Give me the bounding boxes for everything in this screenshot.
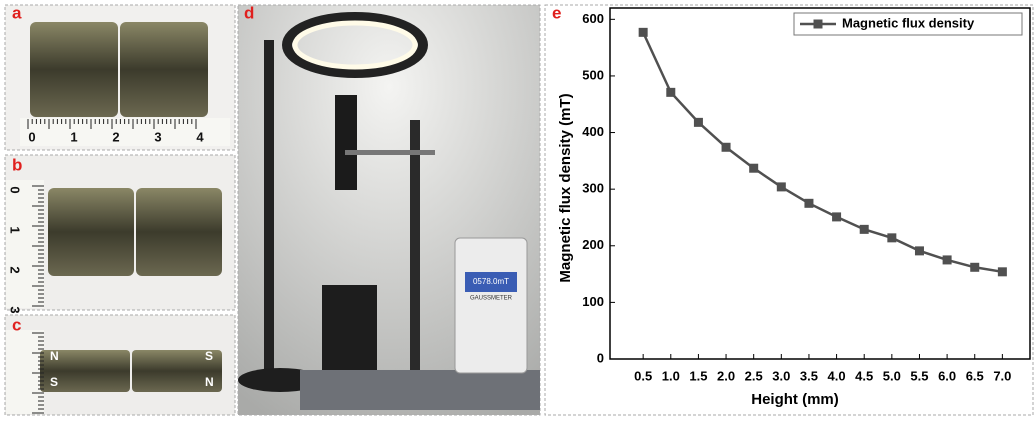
y-tick-label: 600: [582, 11, 604, 26]
x-tick-label: 1.0: [662, 368, 680, 383]
marker: [721, 142, 731, 152]
panel-label: a: [12, 3, 22, 22]
marker: [997, 267, 1007, 277]
y-tick-label: 0: [597, 350, 604, 365]
ruler-number: 1: [8, 226, 23, 233]
pole-label: N: [50, 349, 59, 363]
y-tick-label: 500: [582, 67, 604, 82]
x-tick-label: 2.0: [717, 368, 735, 383]
x-tick-label: 2.5: [745, 368, 763, 383]
marker: [776, 182, 786, 192]
legend-marker: [813, 19, 823, 29]
y-tick-label: 400: [582, 124, 604, 139]
marker: [832, 212, 842, 222]
x-axis-title: Height (mm): [751, 391, 839, 408]
marker: [666, 87, 676, 97]
y-axis-title: Magnetic flux density (mT): [557, 93, 574, 282]
legend-label: Magnetic flux density: [842, 15, 975, 30]
pole-label: S: [205, 349, 213, 363]
x-tick-label: 4.5: [855, 368, 873, 383]
marker: [970, 262, 980, 272]
panel-d: 0578.0mT GAUSSMETER d: [237, 3, 541, 416]
x-tick-label: 4.0: [828, 368, 846, 383]
x-tick-label: 6.5: [966, 368, 984, 383]
x-tick-label: 6.0: [938, 368, 956, 383]
marker: [859, 224, 869, 234]
x-tick-label: 5.0: [883, 368, 901, 383]
y-tick-label: 300: [582, 181, 604, 196]
panel-label: c: [12, 315, 21, 334]
series-line: [642, 31, 1003, 274]
x-tick-label: 0.5: [634, 368, 652, 383]
panel-b: b: [4, 154, 236, 311]
ruler-number: 0: [28, 129, 35, 144]
ruler-number: 2: [112, 129, 119, 144]
x-tick-label: 7.0: [993, 368, 1011, 383]
panel-e: [544, 4, 1034, 416]
x-tick-label: 3.0: [772, 368, 790, 383]
panel-c: c N S S N: [4, 314, 236, 416]
panel-label: e: [552, 3, 561, 22]
pole-label: S: [50, 375, 58, 389]
x-tick-label: 1.5: [689, 368, 707, 383]
marker: [638, 27, 648, 37]
ruler-number: 0: [8, 186, 23, 193]
marker: [749, 163, 759, 173]
ruler-number: 2: [8, 266, 23, 273]
plot-frame: [609, 7, 1031, 360]
display-reading: 0578.0mT: [473, 277, 509, 286]
device-name: GAUSSMETER: [470, 296, 513, 302]
legend-box: [793, 12, 1023, 36]
marker: [942, 255, 952, 265]
ruler-number: 3: [154, 129, 161, 144]
ruler-number: 4: [196, 129, 204, 144]
marker: [887, 233, 897, 243]
marker: [804, 198, 814, 208]
x-tick-label: 5.5: [910, 368, 928, 383]
y-tick-label: 100: [582, 294, 604, 309]
y-tick-label: 200: [582, 237, 604, 252]
panel-label: b: [12, 155, 22, 174]
panel-a: a: [4, 3, 236, 151]
x-tick-label: 3.5: [800, 368, 818, 383]
marker: [693, 117, 703, 127]
ruler-number: 3: [8, 306, 23, 313]
marker: [914, 246, 924, 256]
ruler-number: 1: [70, 129, 77, 144]
pole-label: N: [205, 375, 214, 389]
panel-label: d: [244, 3, 254, 22]
